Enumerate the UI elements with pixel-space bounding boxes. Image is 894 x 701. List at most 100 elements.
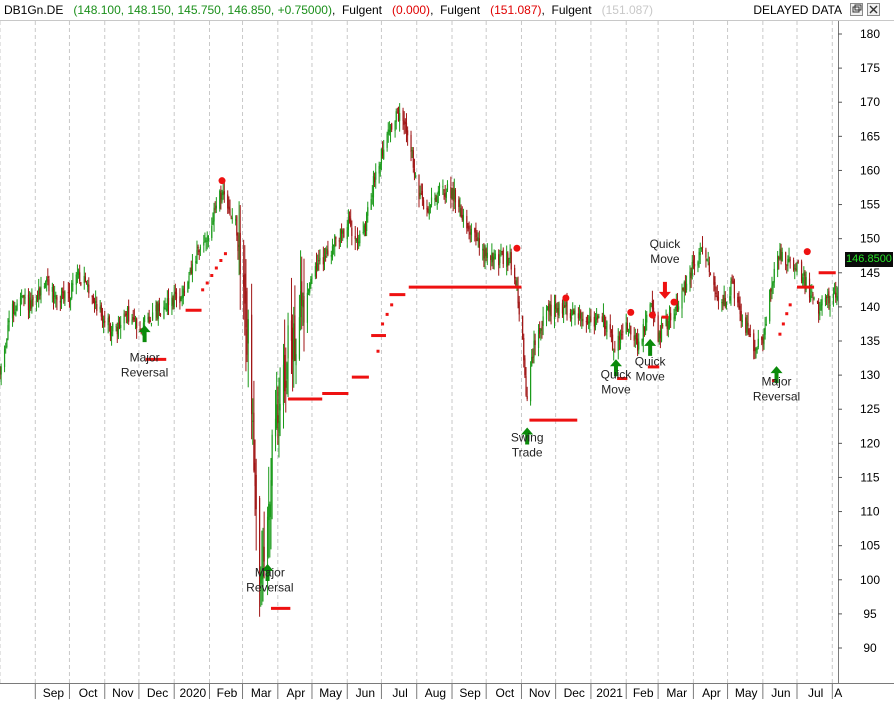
candle-body (219, 190, 221, 209)
candle-body (665, 318, 667, 327)
y-tick-label: 125 (860, 402, 880, 416)
candle-body (606, 321, 608, 333)
candle-body (810, 295, 812, 301)
candle-body (411, 149, 413, 152)
candle-body (430, 197, 433, 205)
candle-body (826, 296, 828, 298)
y-axis: 90 95 100 105 110 115 120 125 130 135 140 145 150 155… (0, 21, 894, 684)
y-tick-label: 180 (860, 27, 880, 41)
candle-body (698, 251, 700, 261)
candle-body (188, 275, 190, 284)
candle-body (23, 295, 25, 297)
candle-body (435, 197, 437, 202)
candle-body (629, 325, 631, 327)
candle-body (773, 268, 775, 283)
candle-body (100, 305, 102, 317)
candle-body (498, 254, 500, 266)
candle-body (333, 244, 335, 246)
candle-body (245, 291, 247, 328)
candle-body (83, 275, 85, 284)
candle-body (756, 348, 758, 350)
candle-body (459, 205, 461, 208)
candle-body (274, 418, 277, 437)
candle-body (690, 272, 692, 279)
candle-body (285, 380, 287, 388)
signal-levels (145, 177, 836, 610)
candle-body (770, 288, 772, 292)
candle-body (649, 304, 651, 313)
candle-body (5, 346, 7, 348)
candle-body (486, 252, 488, 259)
candle-body (658, 332, 660, 342)
candle-body (740, 310, 742, 321)
restore-button[interactable] (850, 3, 863, 16)
candle-body (266, 516, 269, 557)
trail-dot (376, 349, 380, 353)
annotation-label: Reversal (121, 365, 168, 379)
candle-body (534, 340, 536, 346)
candle-body (326, 248, 328, 255)
candle-body (747, 322, 749, 327)
candle-body (187, 282, 189, 293)
candle-body (533, 340, 535, 358)
indicator-3-name: Fulgent (551, 3, 592, 17)
candle-body (598, 316, 600, 318)
candle-body (263, 546, 265, 562)
candle-body (537, 330, 540, 349)
candle-body (298, 317, 301, 359)
candle-body (294, 315, 296, 361)
candle-body (175, 292, 178, 299)
candle-body (781, 251, 783, 262)
candle-body (21, 296, 23, 298)
candle-body (474, 228, 476, 233)
candle-body (577, 313, 580, 319)
candle-body (412, 150, 414, 168)
candle-body (91, 295, 93, 298)
candle-body (499, 256, 501, 264)
candle-body (792, 260, 795, 270)
candle-body (207, 236, 209, 241)
candle-body (295, 354, 297, 366)
candle-body (165, 308, 167, 311)
candle-body (215, 205, 217, 209)
candle-body (314, 266, 316, 277)
candle-body (765, 324, 767, 326)
candle-body (603, 315, 606, 329)
candle-body (354, 236, 356, 240)
candle-body (541, 326, 543, 329)
annotation-label: Trade (512, 445, 543, 459)
candle-body (697, 262, 699, 266)
candle-body (701, 246, 704, 248)
candle-body (173, 293, 175, 308)
candle-body (716, 295, 718, 300)
candle-body (171, 297, 173, 307)
candle-body (69, 297, 72, 301)
candle-body (366, 213, 368, 232)
candle-body (605, 326, 607, 330)
candle-body (529, 366, 532, 402)
candle-body (348, 216, 351, 222)
candle-body (277, 415, 279, 423)
candle-body (713, 275, 715, 285)
candle-body (477, 237, 479, 242)
candle-body (29, 297, 31, 313)
candle-body (730, 281, 732, 295)
signal-dot (627, 308, 635, 316)
candle-body (290, 320, 293, 341)
close-button[interactable] (867, 3, 880, 16)
candle-body (11, 303, 14, 319)
candle-body (761, 336, 763, 341)
candle-body (819, 312, 821, 316)
candle-body (722, 302, 724, 306)
candle-body (148, 316, 150, 324)
candle-body (6, 338, 8, 348)
x-tick-label: May (319, 686, 342, 700)
candle-body (172, 298, 174, 305)
candle-body (319, 257, 321, 261)
price-chart[interactable]: MajorReversalMajorReversalSwingTradeQuic… (0, 21, 894, 701)
candle-body (493, 256, 495, 260)
candle-body (211, 225, 213, 238)
candle-body (342, 230, 344, 234)
trail-dot (781, 322, 785, 326)
candle-body (590, 319, 592, 321)
